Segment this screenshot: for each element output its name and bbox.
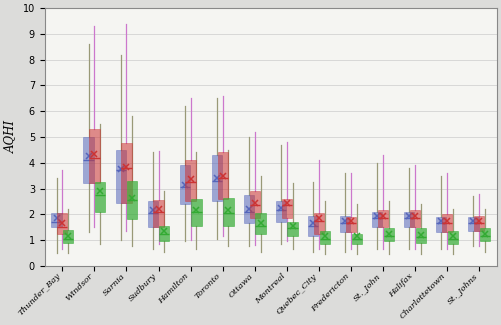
Bar [63,230,73,242]
Bar [442,214,452,232]
Bar [480,228,490,241]
Bar [448,231,458,244]
Bar [384,228,394,241]
Bar [468,217,478,231]
Bar [127,181,137,219]
Bar [223,198,233,226]
Bar [410,210,420,227]
Bar [153,200,164,227]
Bar [352,234,362,244]
Bar [288,222,298,236]
Bar [191,199,201,226]
Bar [148,202,158,227]
Bar [404,212,414,227]
Bar [52,213,62,227]
Bar [180,165,190,204]
Bar [185,160,196,202]
Bar [89,129,100,183]
Bar [276,202,286,222]
Bar [57,213,68,234]
Bar [116,150,126,203]
Bar [340,215,350,232]
Bar [436,217,446,232]
Bar [320,231,330,244]
Bar [95,182,105,212]
Bar [346,217,356,232]
Bar [256,213,266,234]
Bar [378,210,388,227]
Bar [308,215,318,236]
Bar [372,212,382,227]
Bar [416,228,426,242]
Y-axis label: AQHI: AQHI [4,121,17,153]
Bar [159,226,169,241]
Bar [314,213,324,234]
Bar [217,152,228,199]
Bar [474,215,484,231]
Bar [84,137,94,183]
Bar [282,199,292,218]
Bar [244,195,254,223]
Bar [212,155,222,202]
Bar [249,191,260,218]
Bar [121,143,132,203]
